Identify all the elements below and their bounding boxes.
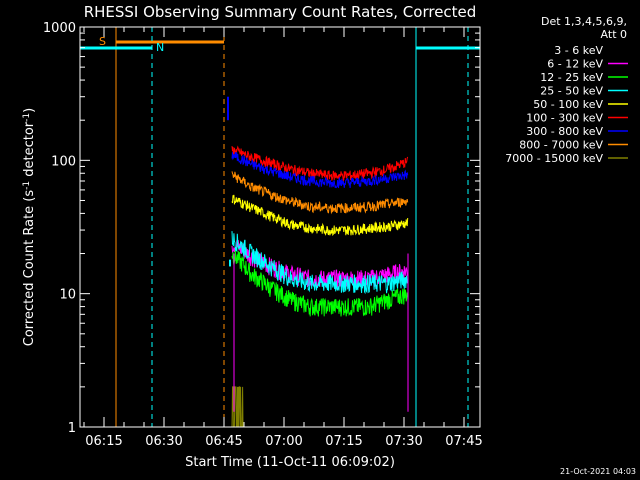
plot-frame: [79, 26, 481, 428]
series-line-2: [231, 248, 409, 317]
y-axis-label-sup2: -1: [22, 113, 32, 122]
y-tick-label-0: 1: [68, 421, 76, 436]
legend-header-1: Det 1,3,4,5,6,9,: [541, 15, 627, 28]
y-axis-label: Corrected Count Rate (s-1 detector-1): [22, 108, 37, 346]
marker-s-label: S: [99, 35, 106, 48]
x-tick-label-4: 07:15: [325, 434, 362, 449]
x-tick-label-2: 06:45: [205, 434, 242, 449]
x-tick-label-6: 07:45: [445, 434, 482, 449]
x-tick-label-1: 06:30: [145, 434, 182, 449]
marker-n-label: N: [156, 41, 164, 54]
legend-label-1: 6 - 12 keV: [547, 58, 603, 71]
legend-label-5: 100 - 300 keV: [526, 112, 603, 125]
y-axis-label-mid: detector: [22, 121, 37, 181]
y-tick-label-2: 100: [51, 154, 76, 169]
chart-title: RHESSI Observing Summary Count Rates, Co…: [84, 3, 477, 21]
series-line-5: [231, 145, 409, 183]
x-tick-label-0: 06:15: [85, 434, 122, 449]
legend-header-2: Att 0: [601, 28, 627, 41]
legend-label-3: 25 - 50 keV: [540, 85, 603, 98]
legend-label-8: 7000 - 15000 keV: [505, 152, 603, 165]
y-axis-label-end: ): [22, 108, 37, 113]
series-line-6: [231, 152, 409, 189]
y-tick-label-1: 10: [59, 288, 76, 303]
y-tick-label-3: 1000: [43, 21, 76, 36]
legend-label-7: 800 - 7000 keV: [519, 139, 603, 152]
legend-label-4: 50 - 100 keV: [533, 98, 603, 111]
legend-label-0: 3 - 6 keV: [554, 44, 603, 57]
legend-label-6: 300 - 800 keV: [526, 125, 603, 138]
series-line-4: [231, 194, 409, 237]
series-line-7: [231, 171, 409, 215]
ticks-layer: 06:15 06:30 06:45 07:00 07:15 07:30 07:45 1 10 10…: [43, 21, 483, 449]
timestamp: 21-Oct-2021 04:03: [560, 467, 636, 476]
series-line-3: [231, 231, 409, 295]
x-axis-label: Start Time (11-Oct-11 06:09:02): [185, 455, 395, 470]
y-axis-label-sup1: -1: [22, 181, 32, 190]
y-axis-label-main: Corrected Count Rate (s: [22, 190, 37, 347]
legend-label-2: 12 - 25 keV: [540, 71, 603, 84]
x-tick-label-3: 07:00: [265, 434, 302, 449]
series-line-0: [231, 229, 409, 258]
x-tick-label-5: 07:30: [385, 434, 422, 449]
